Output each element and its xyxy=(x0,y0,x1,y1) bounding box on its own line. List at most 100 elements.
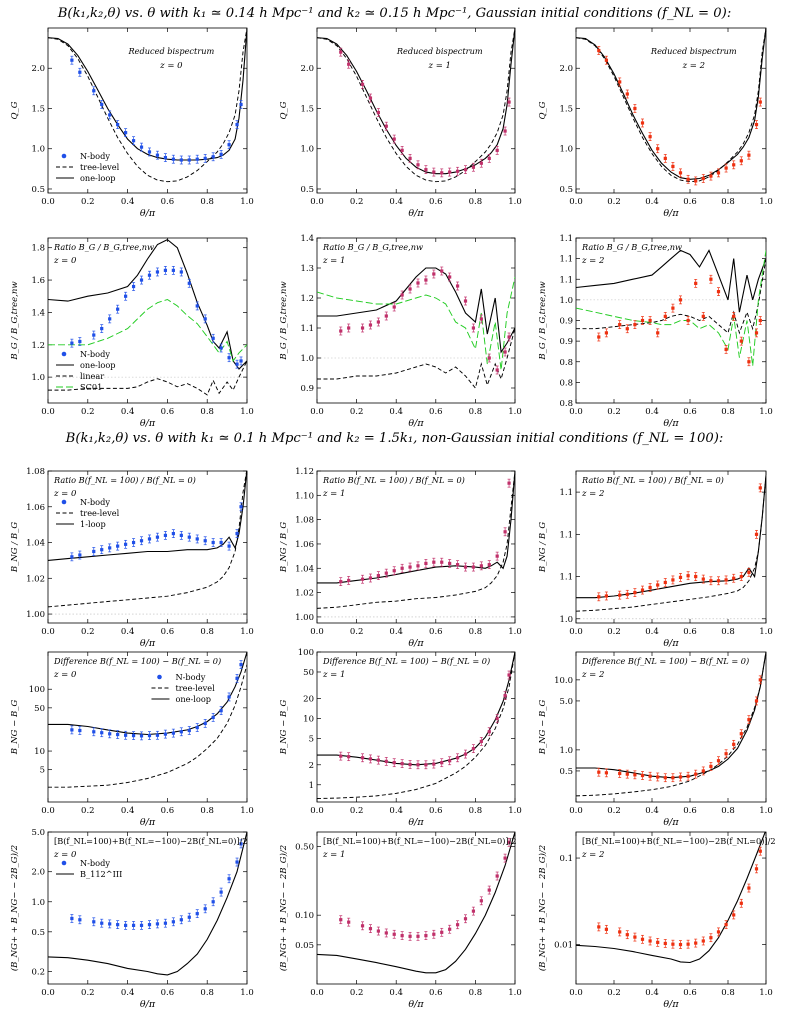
data-point xyxy=(179,267,183,277)
x-tick-label: 0.8 xyxy=(721,197,735,207)
y-tick-label: 1.1 xyxy=(559,573,573,583)
y-tick-label: 1.06 xyxy=(295,540,314,550)
y-tick-label: 1.6 xyxy=(31,276,45,286)
data-point xyxy=(203,154,207,163)
data-point xyxy=(347,576,351,585)
data-point xyxy=(339,577,343,587)
chart-qg-z2: 0.0 0.2 0.4 0.6 0.8 1.0 0.5 1.0 1.5 2.0 θ/π Q_G Redu… xyxy=(538,27,773,219)
data-point xyxy=(716,927,721,937)
data-point xyxy=(432,759,436,769)
data-point xyxy=(701,936,705,946)
y-axis-label: B_G / B_G,tree,nw xyxy=(10,281,20,361)
data-point xyxy=(171,529,175,538)
data-point xyxy=(625,930,629,940)
data-point xyxy=(633,104,637,113)
data-point xyxy=(384,928,388,938)
panel-ratio-ng-z0: 0.0 0.2 0.4 0.6 0.8 1.0 1.00 1.02 1.04 1.06 1.08 θ/… xyxy=(0,467,259,661)
panel-title: Ratio B_G / B_G,tree,nw xyxy=(322,242,423,252)
data-point xyxy=(368,924,373,933)
data-point xyxy=(455,560,460,569)
data-point xyxy=(479,314,483,324)
data-point xyxy=(732,160,736,170)
y-axis-label: B_NG − B_G xyxy=(279,700,289,756)
data-point xyxy=(463,749,468,759)
y-tick-label: 1.5 xyxy=(300,104,314,114)
y-tick-label: 1.0 xyxy=(300,145,314,155)
y-tick-label: 1.1 xyxy=(559,530,573,540)
data-point xyxy=(640,934,645,944)
x-axis-label: θ/π xyxy=(663,208,679,219)
data-point xyxy=(739,336,743,346)
data-point xyxy=(678,573,683,582)
data-point xyxy=(116,730,120,739)
data-point xyxy=(360,574,365,584)
data-point xyxy=(671,773,675,783)
y-tick-label: 0.9 xyxy=(559,337,573,347)
y-tick-label: 2.0 xyxy=(559,64,573,74)
data-point xyxy=(747,883,751,893)
chart-sum-ng-z2: 0.0 0.2 0.4 0.6 0.8 1.0 0.01 0.1 θ/π (B_NG+ + B_N… xyxy=(537,831,776,1010)
legend-label: B_112^III xyxy=(80,869,122,879)
data-point xyxy=(424,760,428,770)
series-line-tree-level xyxy=(576,652,766,797)
data-point xyxy=(219,887,223,897)
data-point xyxy=(239,660,243,669)
data-point xyxy=(219,538,223,547)
data-point xyxy=(597,922,601,932)
data-point xyxy=(339,326,343,336)
panel-title: Ratio B(f_NL = 100) / B(f_NL = 0) xyxy=(322,475,465,485)
x-tick-label: 0.8 xyxy=(469,806,483,816)
y-tick-label: 1.02 xyxy=(295,589,314,599)
series-line-sc01 xyxy=(576,250,766,366)
data-point xyxy=(739,572,743,581)
data-point xyxy=(235,857,239,867)
data-point xyxy=(339,47,343,57)
y-tick-label: 1.0 xyxy=(31,373,45,383)
data-point xyxy=(155,150,160,160)
data-point xyxy=(100,728,104,738)
data-point xyxy=(187,155,191,165)
y-tick-label: 2.0 xyxy=(300,64,314,74)
series-line-one-loop xyxy=(576,652,766,779)
data-point xyxy=(195,909,199,919)
data-point xyxy=(656,580,660,590)
data-point xyxy=(507,97,511,107)
redshift-label: z = 1 xyxy=(322,850,345,860)
y-tick-label: 10 xyxy=(34,747,45,757)
y-tick-label: 1.1 xyxy=(559,488,573,498)
chart-diff-ng-z2: 0.0 0.2 0.4 0.6 0.8 1.0 0.5 1.0 5.0 10.0 θ/π B_NG −… xyxy=(538,651,773,828)
data-point xyxy=(384,311,388,321)
data-point xyxy=(709,576,713,586)
data-point xyxy=(440,266,444,276)
redshift-label: z = 2 xyxy=(682,61,705,71)
redshift-label: z = 1 xyxy=(322,670,345,680)
y-tick-label: 1.0 xyxy=(559,145,573,155)
data-point xyxy=(92,727,96,737)
data-point xyxy=(758,675,762,685)
data-point xyxy=(124,128,128,137)
y-tick-label: 0.5 xyxy=(31,185,45,195)
y-tick-label: 1.0 xyxy=(31,145,45,155)
x-tick-label: 1.0 xyxy=(240,988,254,998)
data-point xyxy=(78,726,82,735)
x-tick-label: 0.0 xyxy=(41,407,55,417)
data-point xyxy=(78,915,82,925)
y-tick-label: 1.3 xyxy=(300,264,314,274)
data-point xyxy=(187,726,191,735)
x-tick-label: 0.4 xyxy=(645,806,659,816)
data-point xyxy=(392,566,396,576)
data-point xyxy=(709,762,713,771)
data-point xyxy=(416,561,420,571)
y-axis-label: Q_G xyxy=(10,101,20,119)
data-point xyxy=(424,559,428,568)
data-point xyxy=(597,332,601,342)
panel-title: [B(f_NL=100)+B(f_NL=−100)−2B(f_NL=0)]/2 xyxy=(582,836,776,846)
panel-sum-ng-z2: 0.0 0.2 0.4 0.6 0.8 1.0 0.01 0.1 θ/π (B_NG+ + B_N… xyxy=(528,828,778,1022)
chart-diff-ng-z0: 0.0 0.2 0.4 0.6 0.8 1.0 5 10 50 100 θ/π B_NG − B_G D… xyxy=(10,651,254,828)
redshift-label: z = 0 xyxy=(53,850,77,860)
data-point xyxy=(179,531,183,540)
x-tick-label: 0.6 xyxy=(683,806,697,816)
panel-title: Reduced bispectrum xyxy=(650,46,737,56)
x-tick-label: 1.0 xyxy=(759,407,773,417)
